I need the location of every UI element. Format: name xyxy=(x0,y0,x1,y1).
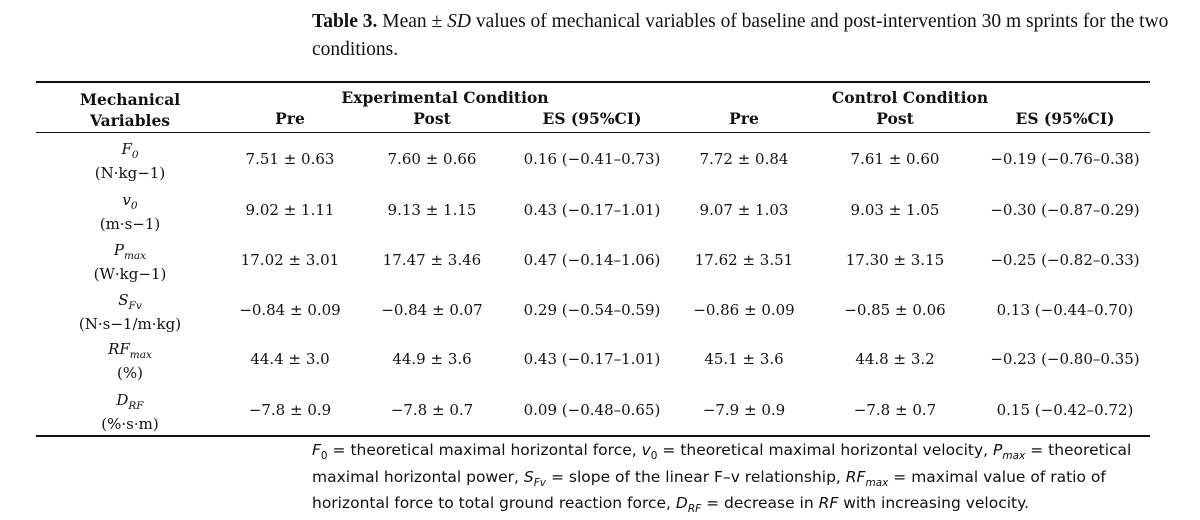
table-header-rule xyxy=(36,132,1150,133)
table-cell: 0.43 (−0.17–1.01) xyxy=(523,350,661,368)
table-cell: −7.8 ± 0.9 xyxy=(248,401,332,419)
caption-sd: SD xyxy=(447,11,471,32)
table-cell: 7.61 ± 0.60 xyxy=(850,150,940,168)
variable-symbol: SFv xyxy=(118,291,142,312)
table-top-rule xyxy=(36,81,1150,83)
table-cell: 0.29 (−0.54–0.59) xyxy=(523,301,661,319)
footnote-pmax: = theoretical maximal horizontal power, xyxy=(312,441,1132,486)
header-control-condition: Control Condition xyxy=(831,88,989,107)
caption-text-pre: Mean ± xyxy=(382,11,448,32)
table-label: Table 3. xyxy=(312,11,378,32)
table-cell: 7.51 ± 0.63 xyxy=(245,150,335,168)
table-caption: Table 3. Mean ± SD values of mechanical … xyxy=(312,8,1172,64)
table-cell: −0.86 ± 0.09 xyxy=(693,301,795,319)
table-cell: 9.03 ± 1.05 xyxy=(850,201,940,219)
variable-unit: (%) xyxy=(117,364,143,382)
variable-unit: (W·kg−1) xyxy=(93,265,167,283)
table-cell: 9.13 ± 1.15 xyxy=(387,201,477,219)
header-pre-control: Pre xyxy=(729,109,759,128)
table-cell: 0.15 (−0.42–0.72) xyxy=(996,401,1134,419)
footnote-f0: = theoretical maximal horizontal force, xyxy=(327,441,642,459)
table-bottom-rule xyxy=(36,435,1150,437)
caption-text-post: values of mechanical variables of baseli… xyxy=(312,11,1169,60)
table-cell: 0.09 (−0.48–0.65) xyxy=(523,401,661,419)
table-cell: 44.4 ± 3.0 xyxy=(250,350,330,368)
header-post-control: Post xyxy=(876,109,914,128)
variable-unit: (m·s−1) xyxy=(99,215,161,233)
table-cell: −0.30 (−0.87–0.29) xyxy=(990,201,1140,219)
table-cell: 9.07 ± 1.03 xyxy=(699,201,789,219)
table-cell: −0.84 ± 0.07 xyxy=(381,301,483,319)
variable-symbol: F0 xyxy=(121,140,139,161)
header-variables: Variables xyxy=(89,111,171,130)
table-footnote: F0 = theoretical maximal horizontal forc… xyxy=(312,441,1132,516)
footnote-v0: = theoretical maximal horizontal velocit… xyxy=(657,441,994,459)
header-pre-experimental: Pre xyxy=(275,109,305,128)
table-cell: −0.23 (−0.80–0.35) xyxy=(990,350,1140,368)
table-cell: 44.8 ± 3.2 xyxy=(855,350,935,368)
header-experimental-condition: Experimental Condition xyxy=(341,88,549,107)
footnote-drf-a: = decrease in xyxy=(701,494,819,513)
variable-unit: (N·kg−1) xyxy=(94,164,166,182)
row-variable: Pmax (W·kg−1) xyxy=(55,241,205,283)
row-variable: v0 (m·s−1) xyxy=(55,191,205,233)
table-cell: −7.9 ± 0.9 xyxy=(702,401,786,419)
table-cell: 17.30 ± 3.15 xyxy=(845,251,945,269)
footnote-drf-b: with increasing velocity. xyxy=(838,494,1030,513)
table-cell: 44.9 ± 3.6 xyxy=(392,350,472,368)
variable-unit: (%·s·m) xyxy=(101,415,159,433)
variable-symbol: Pmax xyxy=(113,241,147,262)
table-cell: 0.13 (−0.44–0.70) xyxy=(996,301,1134,319)
row-variable: F0 (N·kg−1) xyxy=(55,140,205,182)
table-cell: −7.8 ± 0.7 xyxy=(853,401,937,419)
table-cell: 7.72 ± 0.84 xyxy=(699,150,789,168)
table-cell: 0.43 (−0.17–1.01) xyxy=(523,201,661,219)
row-variable: RFmax (%) xyxy=(55,340,205,382)
footnote-sfv: = slope of the linear F–v relationship, xyxy=(546,467,846,486)
header-mechanical: Mechanical xyxy=(79,90,181,109)
table-cell: −0.85 ± 0.06 xyxy=(844,301,946,319)
variable-symbol: v0 xyxy=(122,191,138,212)
variable-unit: (N·s−1/m·kg) xyxy=(78,315,182,333)
table-cell: −0.19 (−0.76–0.38) xyxy=(990,150,1140,168)
table-cell: 9.02 ± 1.11 xyxy=(245,201,335,219)
table-cell: −7.8 ± 0.7 xyxy=(390,401,474,419)
table-cell: 17.47 ± 3.46 xyxy=(382,251,482,269)
header-es-experimental: ES (95%CI) xyxy=(542,109,642,128)
variable-symbol: DRF xyxy=(116,391,144,412)
table-cell: −0.25 (−0.82–0.33) xyxy=(990,251,1140,269)
table-cell: −0.84 ± 0.09 xyxy=(239,301,341,319)
table-cell: 0.47 (−0.14–1.06) xyxy=(523,251,661,269)
table-cell: 45.1 ± 3.6 xyxy=(704,350,784,368)
header-post-experimental: Post xyxy=(413,109,451,128)
table-cell: 0.16 (−0.41–0.73) xyxy=(523,150,661,168)
footnote-drf-rf: RF xyxy=(818,494,839,513)
table-cell: 17.02 ± 3.01 xyxy=(240,251,340,269)
row-variable: DRF (%·s·m) xyxy=(55,391,205,433)
header-es-control: ES (95%CI) xyxy=(1015,109,1115,128)
footnote-rfmax: = maximal value of ratio of horizontal f… xyxy=(312,467,1106,513)
row-variable: SFv (N·s−1/m·kg) xyxy=(55,291,205,333)
variable-symbol: RFmax xyxy=(108,340,152,361)
table-cell: 17.62 ± 3.51 xyxy=(694,251,794,269)
table-cell: 7.60 ± 0.66 xyxy=(387,150,477,168)
